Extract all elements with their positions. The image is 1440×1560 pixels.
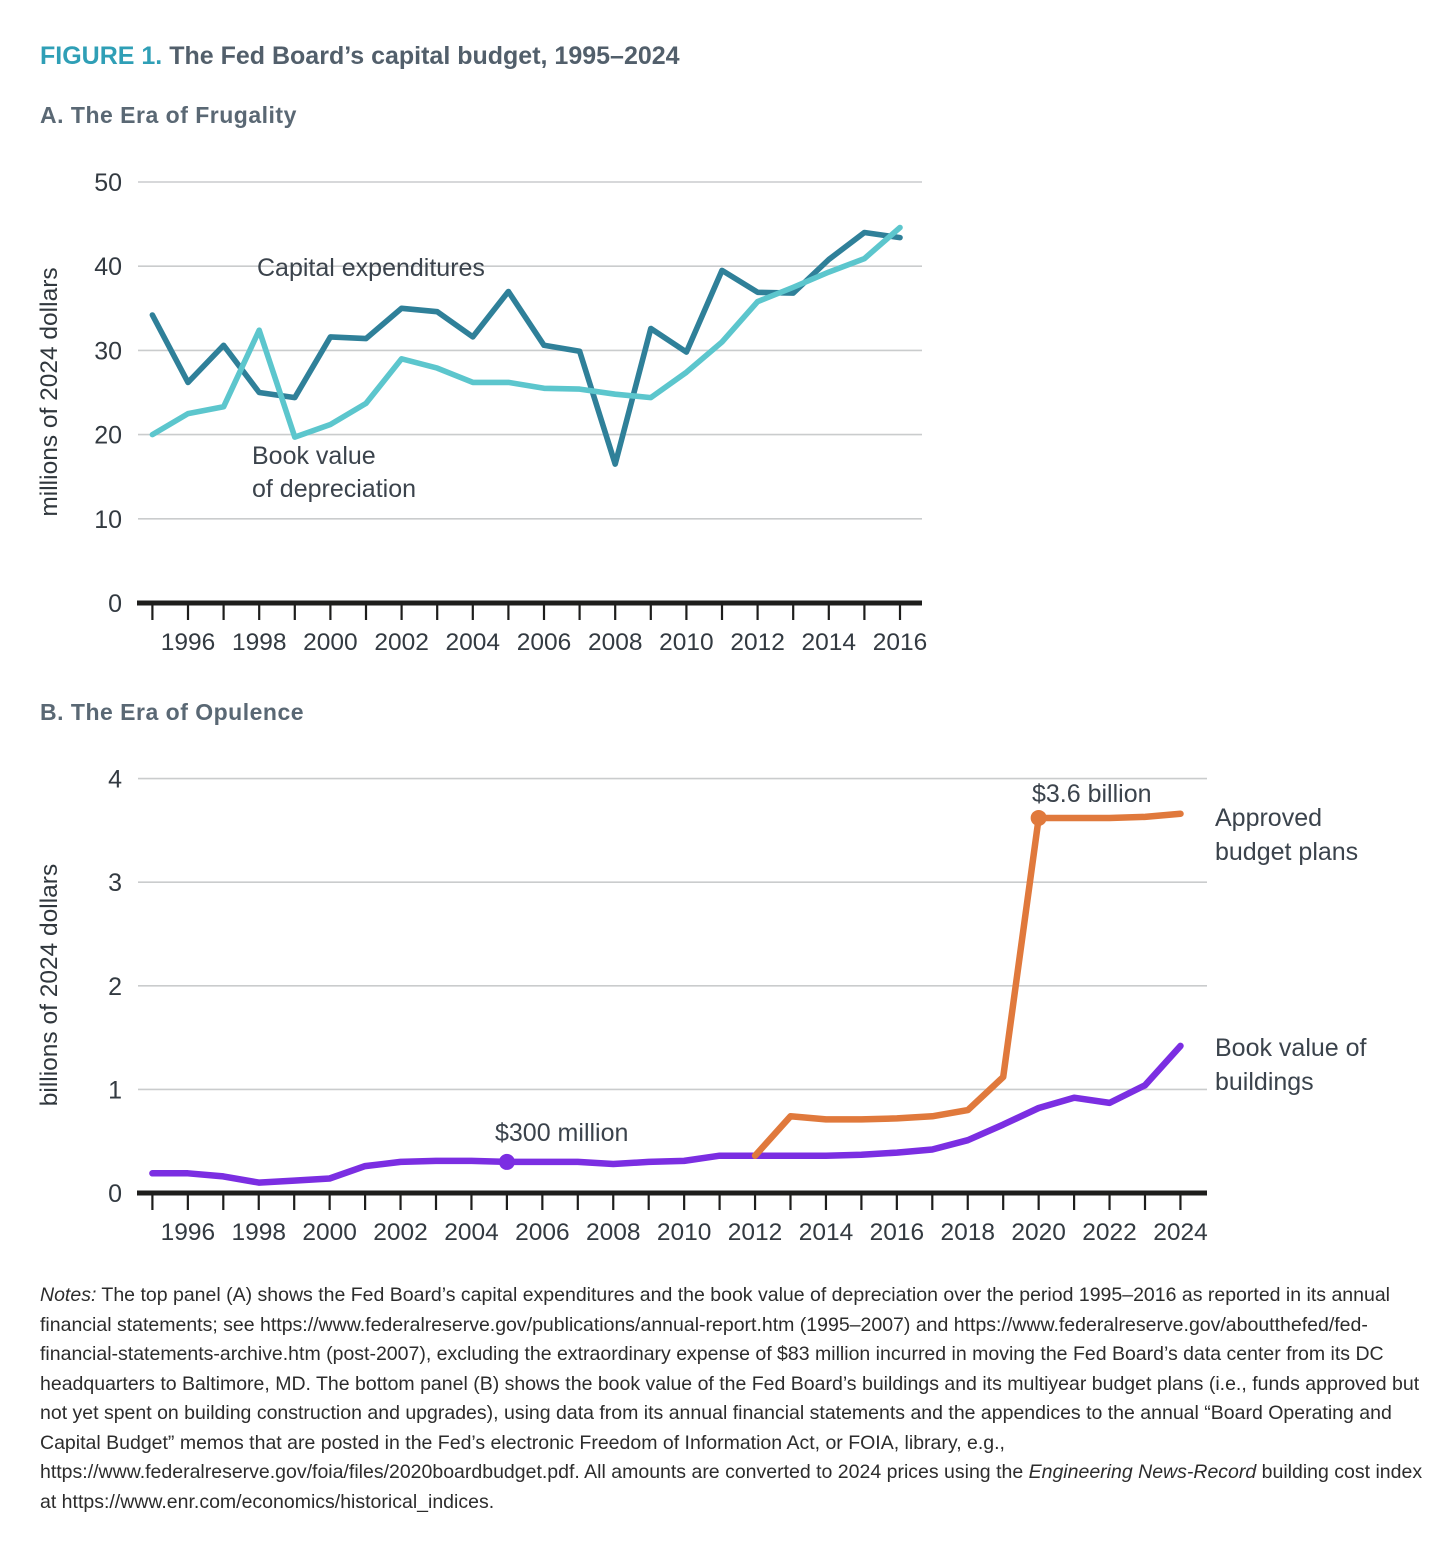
svg-text:2012: 2012 (728, 1219, 783, 1246)
svg-text:2012: 2012 (730, 629, 785, 656)
svg-text:2004: 2004 (444, 1219, 499, 1246)
figure-notes: Notes: The top panel (A) shows the Fed B… (40, 1281, 1425, 1517)
svg-text:1998: 1998 (231, 1219, 286, 1246)
svg-text:2010: 2010 (659, 629, 714, 656)
svg-text:2000: 2000 (302, 1219, 357, 1246)
notes-prefix: Notes: (40, 1284, 97, 1306)
capital-expenditures-label: Capital expenditures (257, 254, 485, 282)
panel-a-heading: A. The Era of Frugality (40, 102, 297, 128)
svg-text:2008: 2008 (586, 1219, 641, 1246)
svg-text:10: 10 (94, 506, 122, 534)
figure-number: FIGURE 1. (40, 42, 163, 70)
svg-text:2004: 2004 (446, 629, 501, 656)
approved-budget-plans-label: Approved budget plans (1215, 801, 1358, 869)
figure-title-text: The Fed Board’s capital budget, 1995–202… (169, 42, 680, 70)
svg-text:2006: 2006 (517, 629, 572, 656)
book-value-buildings-label-line2: buildings (1215, 1068, 1314, 1096)
svg-text:40: 40 (94, 253, 122, 281)
panel-b-heading: B. The Era of Opulence (40, 699, 305, 725)
svg-text:50: 50 (94, 169, 122, 197)
approved-budget-plans-label-line1: Approved (1215, 804, 1323, 832)
svg-text:1996: 1996 (161, 629, 216, 656)
svg-text:0: 0 (108, 590, 122, 618)
notes-suffix: building cost index at https://www.enr.c… (40, 1461, 1423, 1513)
svg-text:1: 1 (108, 1076, 122, 1104)
book-value-buildings-label: Book value of buildings (1215, 1031, 1367, 1099)
svg-text:1996: 1996 (161, 1219, 216, 1246)
svg-text:2008: 2008 (588, 629, 643, 656)
svg-text:2014: 2014 (799, 1219, 854, 1246)
notes-enr-italic: Engineering News-Record (1028, 1461, 1257, 1483)
svg-text:2006: 2006 (515, 1219, 570, 1246)
svg-text:3: 3 (108, 869, 122, 897)
svg-text:millions of 2024 dollars: millions of 2024 dollars (36, 267, 63, 516)
svg-text:2014: 2014 (802, 629, 857, 656)
book-value-depreciation-label-line2: of depreciation (252, 475, 417, 503)
svg-text:2016: 2016 (870, 1219, 925, 1246)
svg-text:1998: 1998 (232, 629, 287, 656)
book-value-depreciation-label: Book value of depreciation (252, 440, 416, 506)
svg-text:billions of 2024 dollars: billions of 2024 dollars (36, 864, 63, 1106)
svg-text:2: 2 (108, 973, 122, 1001)
svg-text:2022: 2022 (1082, 1219, 1137, 1246)
svg-text:2000: 2000 (303, 629, 358, 656)
approved-budget-plans-label-line2: budget plans (1215, 838, 1359, 866)
svg-text:2018: 2018 (940, 1219, 995, 1246)
book-value-depreciation-label-line1: Book value (252, 442, 376, 470)
svg-text:4: 4 (108, 766, 122, 794)
svg-text:30: 30 (94, 337, 122, 365)
notes-body: The top panel (A) shows the Fed Board’s … (40, 1284, 1420, 1483)
annotation-3-6-billion: $3.6 billion (1032, 780, 1152, 808)
svg-text:2024: 2024 (1153, 1219, 1208, 1246)
figure-title: FIGURE 1. The Fed Board’s capital budget… (40, 42, 680, 71)
svg-text:2002: 2002 (374, 629, 429, 656)
svg-text:0: 0 (108, 1180, 122, 1208)
svg-text:2010: 2010 (657, 1219, 712, 1246)
svg-text:20: 20 (94, 422, 122, 450)
svg-text:2002: 2002 (373, 1219, 428, 1246)
annotation-300-million: $300 million (495, 1119, 629, 1147)
svg-text:2016: 2016 (873, 629, 928, 656)
svg-text:2020: 2020 (1011, 1219, 1066, 1246)
book-value-buildings-label-line1: Book value of (1215, 1034, 1367, 1062)
